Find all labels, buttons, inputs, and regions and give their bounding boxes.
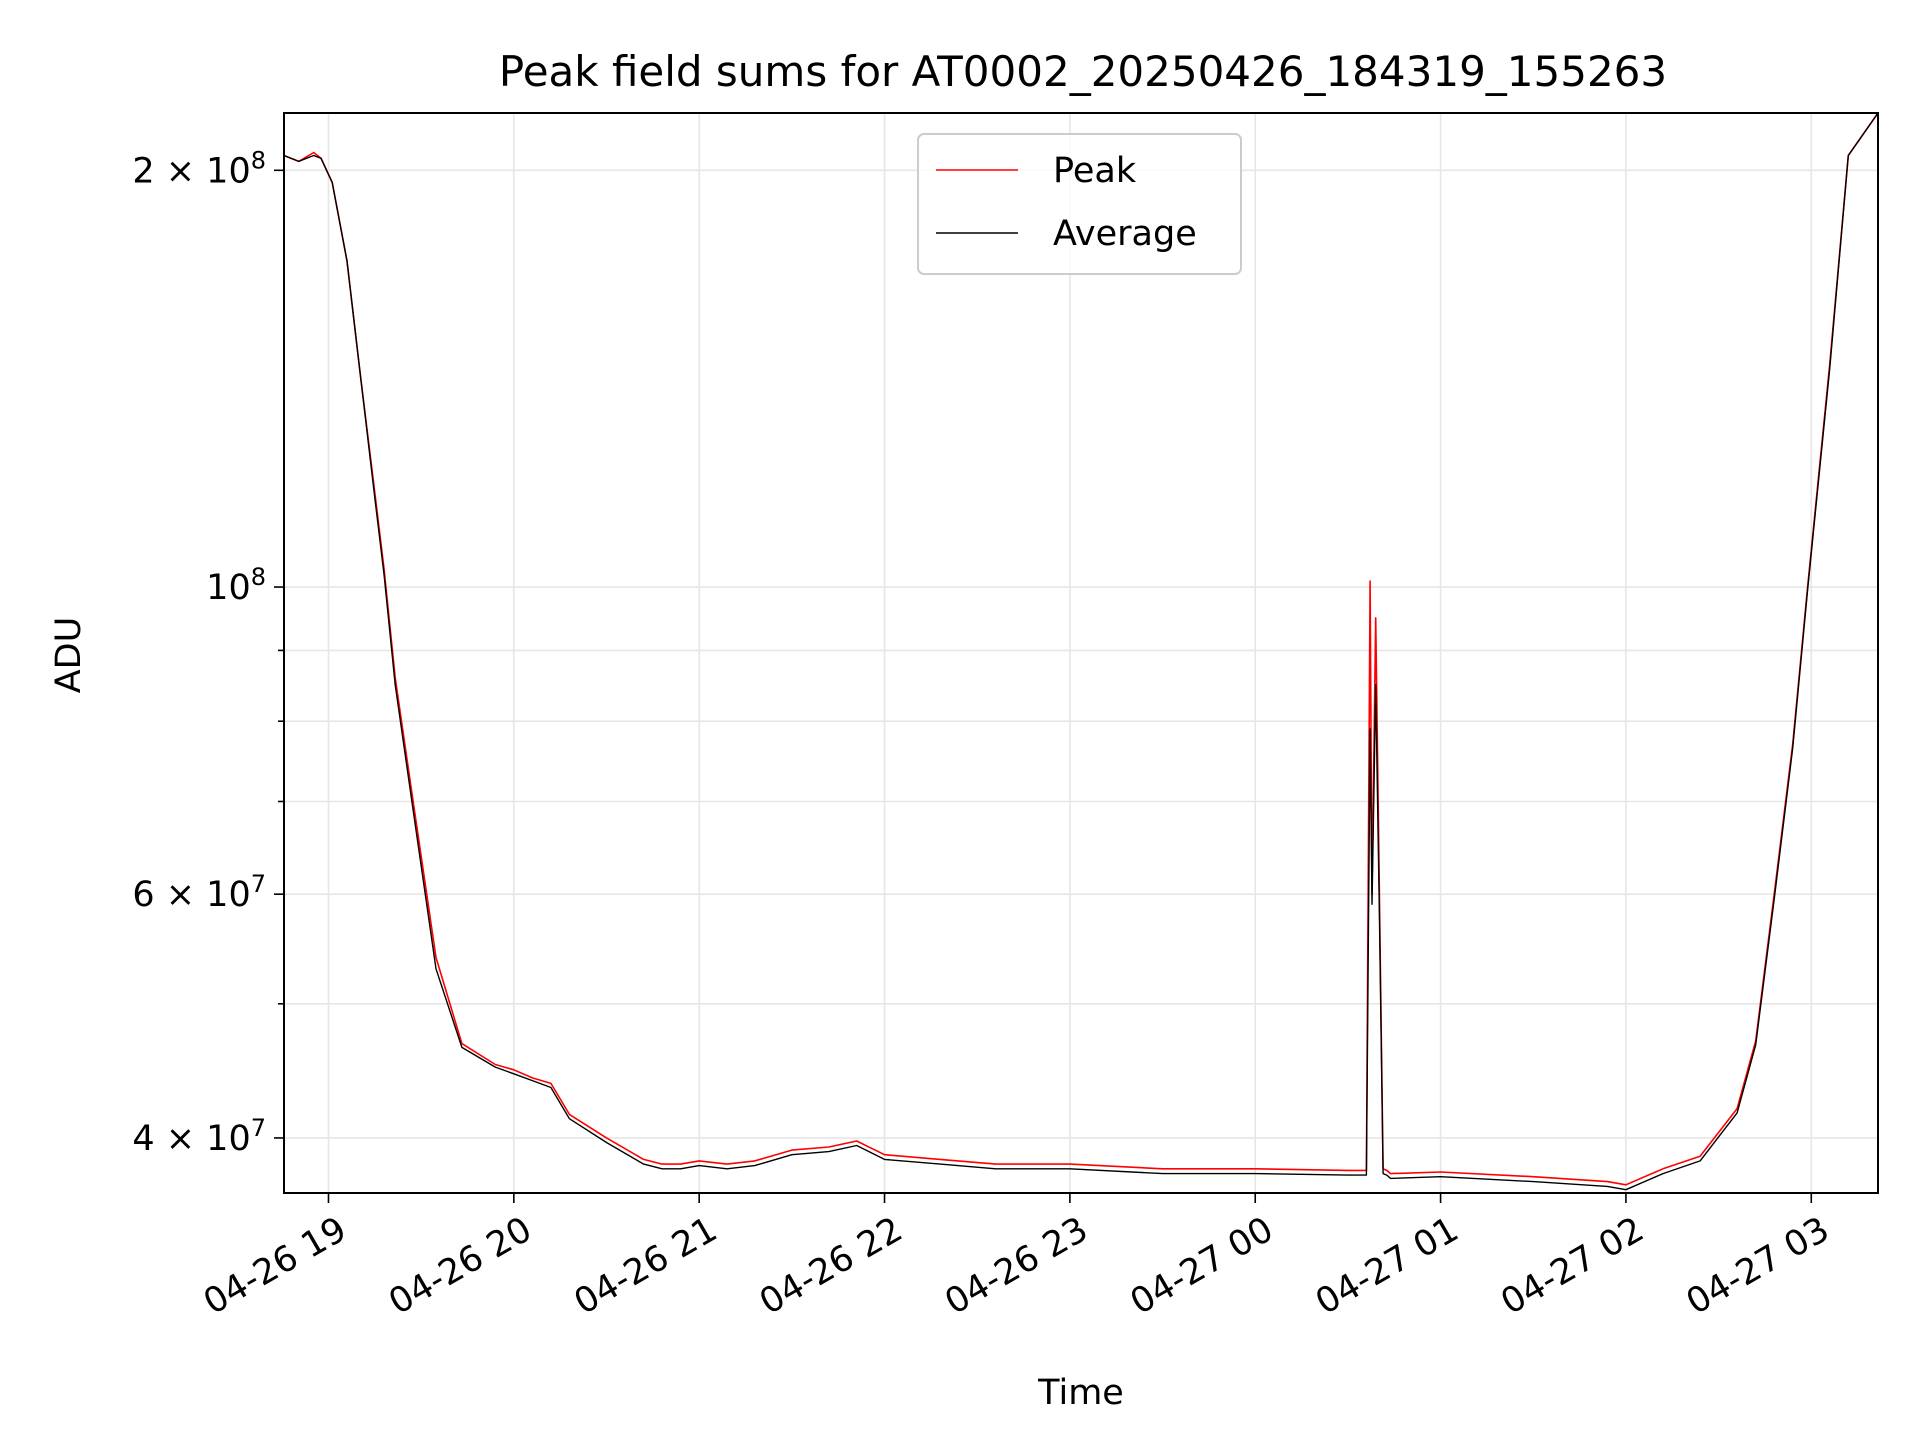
- legend-label-peak: Peak: [1053, 151, 1137, 191]
- x-axis-label: Time: [1037, 1373, 1124, 1413]
- y-tick-label: 108: [206, 563, 266, 608]
- y-tick-label: 6 × 107: [132, 870, 266, 915]
- y-tick-exponent: 8: [251, 146, 266, 174]
- plot-frame: [283, 112, 1879, 1194]
- series-line-peak: [283, 112, 1879, 1186]
- y-tick-label: 4 × 107: [132, 1114, 266, 1159]
- legend: Peak Average: [917, 133, 1242, 275]
- series-line-average: [283, 112, 1879, 1191]
- y-axis-label: ADU: [49, 617, 89, 694]
- data-series: [283, 112, 1879, 1191]
- plot-area: [284, 113, 1878, 1193]
- legend-box: [917, 133, 1242, 275]
- y-tick-exponent: 7: [251, 870, 266, 898]
- y-tick-exponent: 7: [251, 1114, 266, 1142]
- y-tick-exponent: 8: [251, 563, 266, 591]
- legend-label-average: Average: [1053, 214, 1197, 254]
- grid-lines: [284, 113, 1878, 1193]
- y-tick-label: 2 × 108: [132, 146, 266, 191]
- chart-title: Peak field sums for AT0002_20250426_1843…: [499, 47, 1667, 96]
